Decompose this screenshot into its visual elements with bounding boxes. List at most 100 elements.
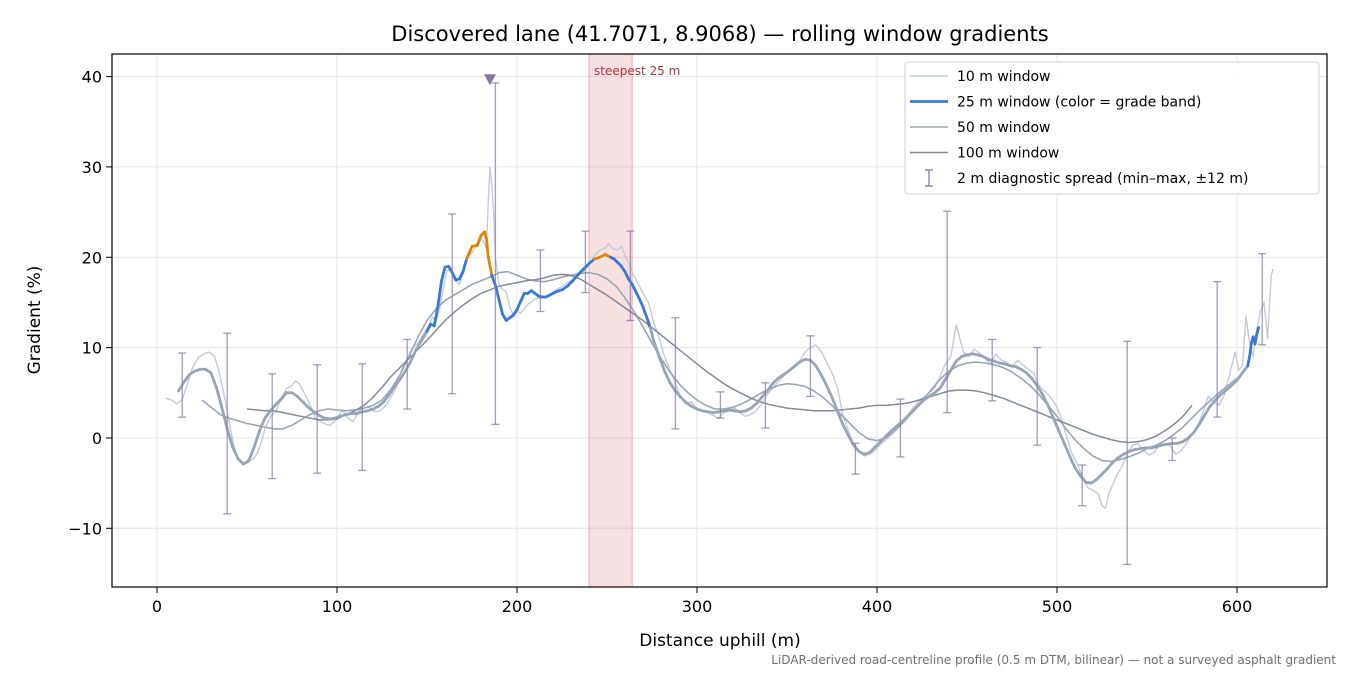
series-25m-segment xyxy=(420,329,429,342)
series-25m-segment xyxy=(247,445,256,462)
series-25m-segment xyxy=(1057,429,1066,445)
series-25m-segment xyxy=(1046,404,1055,420)
x-tick-label: 0 xyxy=(152,597,162,616)
steepest-band-label: steepest 25 m xyxy=(594,64,680,78)
error-bar xyxy=(896,398,905,458)
y-tick-label: 40 xyxy=(82,68,102,87)
error-bar xyxy=(491,82,500,426)
series-25m-segment xyxy=(182,373,191,384)
y-tick-label: 20 xyxy=(82,248,102,267)
max-marker xyxy=(484,74,496,86)
y-tick-label: −10 xyxy=(68,519,102,538)
series-25m-segment xyxy=(825,384,834,399)
series-25m-segment xyxy=(1062,441,1071,458)
series-25m-segment xyxy=(515,300,522,312)
series-25m-segment xyxy=(220,405,229,431)
series-25m-segment xyxy=(258,416,267,433)
x-tick-label: 300 xyxy=(682,597,713,616)
error-bar xyxy=(943,210,952,414)
error-bars-group xyxy=(178,82,1267,566)
series-25m-segment xyxy=(177,380,186,393)
error-bar xyxy=(851,442,860,475)
series-25m-segment xyxy=(225,427,235,449)
series-25m-segment xyxy=(648,326,656,343)
error-bar xyxy=(1078,464,1087,507)
legend-item: 100 m window xyxy=(910,146,1059,162)
legend-item: 10 m window xyxy=(910,69,1050,85)
footnote: LiDAR-derived road-centreline profile (0… xyxy=(771,653,1336,667)
series-line-3 xyxy=(246,273,1193,444)
legend-item: 2 m diagnostic spread (min–max, ±12 m) xyxy=(925,169,1248,187)
series-25m-segment xyxy=(1203,404,1212,417)
series-25m-segment xyxy=(486,254,494,277)
error-bar xyxy=(806,335,815,398)
series-25m-segment xyxy=(393,377,402,388)
series-25m-segment xyxy=(1253,332,1259,346)
legend-box xyxy=(904,61,1320,195)
x-tick-label: 400 xyxy=(862,597,893,616)
error-bar xyxy=(1258,252,1267,346)
series-25m-segment xyxy=(231,445,240,461)
series-25m-segment xyxy=(668,381,677,393)
series-25m-segment xyxy=(1192,422,1201,434)
series-25m-segment xyxy=(836,409,845,426)
x-tick-label: 600 xyxy=(1222,597,1253,616)
series-line-0 xyxy=(165,166,1274,510)
error-bar xyxy=(1168,437,1177,462)
x-axis-ticks: 0 100 200 300 400 500 600 xyxy=(152,587,1252,616)
legend-item: 50 m window xyxy=(910,120,1050,136)
error-bar xyxy=(268,373,277,480)
series-line-2 xyxy=(201,270,1238,463)
series-group xyxy=(165,166,1274,510)
x-tick-label: 200 xyxy=(502,597,533,616)
legend: 10 m window 25 m window (color = grade ba… xyxy=(904,61,1320,195)
series-25m-segment xyxy=(1235,371,1244,382)
legend-label: 2 m diagnostic spread (min–max, ±12 m) xyxy=(957,171,1248,187)
series-25m-segment xyxy=(1052,416,1061,433)
x-axis-label: Distance uphill (m) xyxy=(639,631,800,651)
error-bar xyxy=(716,391,725,419)
series-25m-segment xyxy=(1241,364,1250,375)
error-bar xyxy=(448,213,457,395)
series-25m-segment xyxy=(938,377,947,390)
legend-item: 25 m window (color = grade band) xyxy=(910,95,1201,111)
legend-label: 100 m window xyxy=(957,146,1059,162)
series-25m-segment xyxy=(657,355,666,373)
error-bar xyxy=(1123,340,1132,566)
error-bar xyxy=(581,230,590,294)
y-tick-label: 0 xyxy=(92,429,102,448)
series-25m-segment xyxy=(436,280,443,309)
error-bar xyxy=(178,352,187,418)
series-25m-segment xyxy=(398,369,407,381)
series-25m-segment xyxy=(209,371,218,389)
series-25m-segment xyxy=(519,291,526,303)
series-25m-segment xyxy=(1197,413,1206,426)
error-bar xyxy=(988,338,997,402)
series-25m-segment xyxy=(949,359,958,372)
series-25m-segment xyxy=(1246,355,1251,368)
series-25m-segment xyxy=(1030,376,1039,387)
series-25m-segment xyxy=(414,338,424,351)
series-25m-segment xyxy=(1073,466,1082,478)
error-bar xyxy=(223,332,232,515)
series-25m-segment xyxy=(403,359,413,373)
chart-title: Discovered lane (41.7071, 8.9068) — roll… xyxy=(391,22,1048,46)
series-25m-segment xyxy=(830,395,839,413)
y-axis-label: Gradient (%) xyxy=(25,266,45,375)
error-bar xyxy=(536,249,545,313)
series-25m-segment xyxy=(638,297,645,309)
legend-label: 25 m window (color = grade band) xyxy=(957,95,1201,111)
x-tick-label: 100 xyxy=(322,597,353,616)
error-bar xyxy=(403,338,412,410)
series-25m-segment xyxy=(214,385,224,409)
error-bar xyxy=(761,382,770,429)
legend-label: 10 m window xyxy=(957,69,1050,85)
error-bar xyxy=(626,230,635,322)
error-bar xyxy=(358,363,367,472)
series-25m-segment xyxy=(461,257,469,274)
series-25m-segment xyxy=(1035,384,1044,396)
series-25m-segment xyxy=(819,373,828,387)
y-tick-label: 30 xyxy=(82,158,102,177)
y-tick-label: 10 xyxy=(82,339,102,358)
